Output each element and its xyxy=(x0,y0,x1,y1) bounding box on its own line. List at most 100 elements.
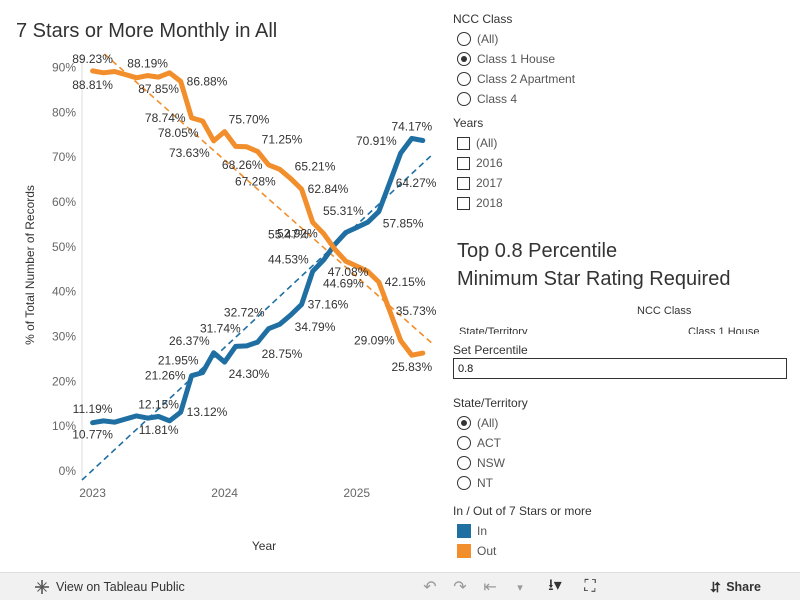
radio-icon[interactable] xyxy=(457,72,471,86)
data-point-in xyxy=(211,350,216,355)
filter-option[interactable]: NT xyxy=(453,473,793,493)
data-point-in xyxy=(178,409,183,415)
radio-icon[interactable] xyxy=(457,476,471,490)
data-point-out xyxy=(365,269,370,274)
data-label-out: 88.19% xyxy=(127,57,168,71)
data-label-out: 87.85% xyxy=(138,82,179,96)
filter-option[interactable]: Class 4 xyxy=(453,89,793,109)
view-on-tableau-link[interactable]: View on Tableau Public xyxy=(34,579,185,595)
data-point-out xyxy=(332,246,337,252)
line-chart: 0% 10% 20% 30% 40% 50% 60% 70% 80% 90% 2023 2024 202… xyxy=(23,52,437,553)
data-label-in: 21.95% xyxy=(158,354,199,368)
checkbox-icon[interactable] xyxy=(457,176,470,190)
data-label-in: 31.74% xyxy=(200,322,241,336)
legend-item[interactable]: Out xyxy=(453,541,793,561)
data-point-out xyxy=(90,68,95,74)
data-point-in xyxy=(376,209,381,214)
data-point-in xyxy=(354,225,359,230)
redo-icon[interactable]: ↷ xyxy=(453,579,467,596)
y-tick-label: 20% xyxy=(52,374,76,388)
data-label-in: 13.12% xyxy=(187,405,228,419)
filter-option[interactable]: NSW xyxy=(453,453,793,473)
filter-option[interactable]: ACT xyxy=(453,433,793,453)
checkbox-icon[interactable] xyxy=(457,156,470,170)
data-label-out: 67.28% xyxy=(235,174,276,188)
filter-option[interactable]: (All) xyxy=(453,29,793,49)
radio-icon[interactable] xyxy=(457,92,471,106)
data-point-out xyxy=(376,279,381,285)
x-tick-label: 2025 xyxy=(343,486,370,500)
data-point-out xyxy=(398,338,403,343)
data-point-out xyxy=(233,144,238,149)
radio-selected-icon[interactable] xyxy=(457,52,471,66)
percentile-heading-line1: Top 0.8 Percentile xyxy=(457,240,618,262)
legend-item[interactable]: In xyxy=(453,521,793,541)
data-point-out xyxy=(277,167,282,172)
data-label-in: 64.27% xyxy=(396,176,437,190)
data-point-out xyxy=(156,74,161,80)
x-tick-label: 2024 xyxy=(211,486,238,500)
data-point-in xyxy=(123,416,128,422)
filter-option[interactable]: 2016 xyxy=(453,153,793,173)
percentile-table-clipped-row: State/Territory Class 1 House xyxy=(455,326,795,334)
share-button[interactable]: ⮃ Share xyxy=(710,573,761,600)
in-out-legend: In / Out of 7 Stars or more In Out xyxy=(453,504,793,561)
radio-selected-icon[interactable] xyxy=(457,416,471,430)
data-point-in xyxy=(288,312,293,318)
filter-option-label: 2016 xyxy=(476,156,503,170)
filter-option[interactable]: (All) xyxy=(453,413,793,433)
chart-title: 7 Stars or More Monthly in All xyxy=(16,20,278,42)
filter-option[interactable]: (All) xyxy=(453,133,793,153)
data-label-out: 73.63% xyxy=(169,146,210,160)
data-label-out: 35.73% xyxy=(396,304,437,318)
data-point-in xyxy=(112,419,117,425)
data-point-out xyxy=(321,231,326,236)
filter-option-label: Class 1 House xyxy=(477,52,556,66)
revert-icon[interactable]: ⇤ xyxy=(483,579,497,596)
data-label-in: 37.16% xyxy=(308,297,349,311)
toolbar: ↶ ↷ ⇤ ▾ ⭳▾ ⛶ xyxy=(415,573,605,600)
checkbox-icon[interactable] xyxy=(457,196,470,210)
filter-option-label: (All) xyxy=(477,416,499,430)
y-tick-label: 60% xyxy=(52,195,76,209)
data-point-out xyxy=(409,353,414,358)
filter-option-label: 2018 xyxy=(476,196,503,210)
data-label-in: 74.17% xyxy=(391,119,432,133)
pause-icon[interactable]: ▾ xyxy=(517,581,523,594)
data-point-in xyxy=(387,180,392,186)
data-label-in: 28.75% xyxy=(262,347,303,361)
data-point-out xyxy=(178,79,183,84)
filter-option-label: (All) xyxy=(477,32,499,46)
radio-icon[interactable] xyxy=(457,32,471,46)
data-point-in xyxy=(398,150,403,156)
set-percentile-label: Set Percentile xyxy=(453,343,528,357)
undo-icon[interactable]: ↶ xyxy=(423,579,437,596)
view-on-tableau-label: View on Tableau Public xyxy=(56,579,185,594)
y-tick-label: 10% xyxy=(52,419,76,433)
filter-option[interactable]: 2017 xyxy=(453,173,793,193)
data-point-out xyxy=(189,115,194,121)
checkbox-icon[interactable] xyxy=(457,136,470,150)
data-label-in: 70.91% xyxy=(356,134,397,148)
data-label-in: 55.47% xyxy=(268,227,309,241)
data-point-out xyxy=(387,308,392,314)
data-point-out xyxy=(266,162,271,168)
x-axis-title: Year xyxy=(252,539,276,553)
filter-option[interactable]: 2018 xyxy=(453,193,793,213)
data-label-out: 88.81% xyxy=(72,78,113,92)
data-point-in xyxy=(365,220,370,225)
radio-icon[interactable] xyxy=(457,456,471,470)
data-label-out: 75.70% xyxy=(229,113,270,127)
data-label-in: 32.72% xyxy=(224,305,265,319)
download-icon[interactable]: ⭳▾ xyxy=(548,576,562,594)
filter-option-label: (All) xyxy=(476,136,498,150)
data-label-in: 24.30% xyxy=(229,367,270,381)
filter-option[interactable]: Class 1 House xyxy=(453,49,793,69)
set-percentile-input[interactable] xyxy=(453,358,787,379)
data-label-out: 44.69% xyxy=(323,276,364,290)
radio-icon[interactable] xyxy=(457,436,471,450)
fullscreen-icon[interactable]: ⛶ xyxy=(584,578,596,595)
data-point-in xyxy=(244,343,249,349)
filter-option[interactable]: Class 2 Apartment xyxy=(453,69,793,89)
data-point-in xyxy=(321,257,326,263)
